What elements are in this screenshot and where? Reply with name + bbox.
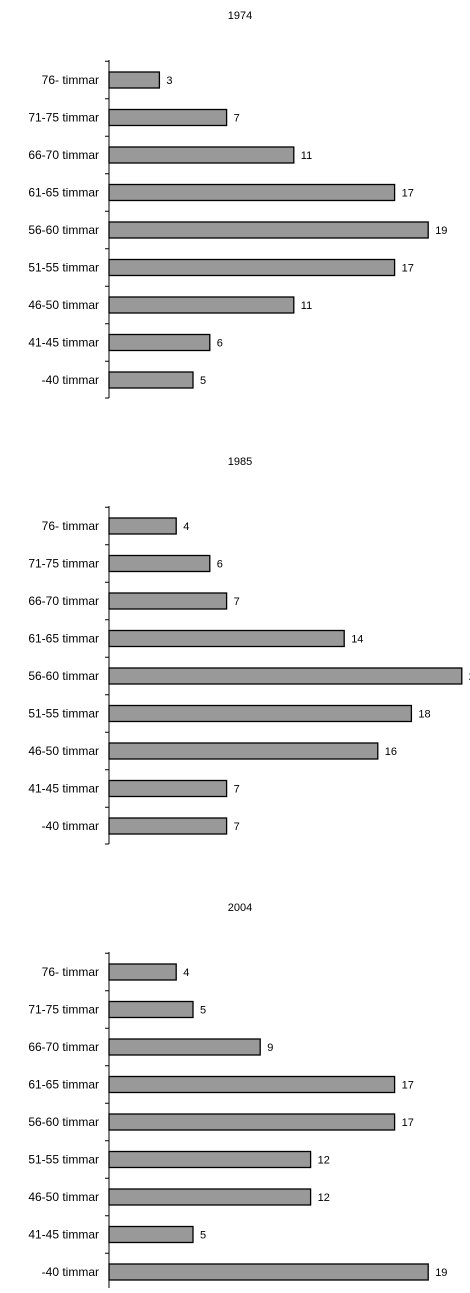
category-label: 41-45 timmar [28, 1228, 99, 1242]
value-label: 17 [402, 188, 414, 200]
bar [108, 333, 211, 352]
value-label: 17 [402, 1080, 414, 1092]
category-label: 56-60 timmar [28, 669, 99, 683]
value-label: 11 [301, 150, 312, 162]
value-label: 4 [183, 967, 189, 979]
bar [108, 183, 396, 202]
value-label: 19 [435, 225, 447, 237]
bar [108, 1225, 194, 1244]
bar [108, 742, 379, 760]
category-label: 66-70 timmar [28, 1040, 99, 1054]
bar [108, 221, 429, 239]
category-label: 51-55 timmar [28, 261, 99, 275]
value-label: 7 [234, 113, 240, 125]
bar [108, 1188, 312, 1206]
category-label: 76- timmar [42, 965, 99, 979]
bar [108, 629, 345, 648]
category-label: 46-50 timmar [28, 298, 99, 312]
value-label: 9 [267, 1042, 273, 1054]
bar [108, 1038, 261, 1056]
bar [108, 592, 228, 610]
chart-1985: 1985 76- timmar 4 71-75 timmar 6 66-70 timmar… [28, 456, 470, 845]
bar [108, 1075, 396, 1094]
category-label: 46-50 timmar [28, 1190, 99, 1204]
category-label: 56-60 timmar [28, 223, 99, 237]
value-label: 19 [435, 1267, 447, 1279]
category-label: -40 timmar [42, 1265, 99, 1279]
value-label: 5 [200, 1005, 206, 1017]
category-label: 61-65 timmar [28, 186, 99, 200]
value-label: 7 [234, 821, 240, 833]
value-label: 5 [200, 375, 206, 387]
value-label: 5 [200, 1230, 206, 1242]
value-label: 12 [318, 1155, 330, 1167]
category-label: 61-65 timmar [28, 1078, 99, 1092]
category-label: 66-70 timmar [28, 148, 99, 162]
category-label: 71-75 timmar [28, 1003, 99, 1017]
category-label: 51-55 timmar [28, 1153, 99, 1167]
category-label: 66-70 timmar [28, 594, 99, 608]
category-label: 56-60 timmar [28, 1115, 99, 1129]
chart-title: 2004 [228, 902, 252, 914]
bar [108, 108, 228, 127]
value-label: 4 [183, 521, 189, 533]
value-label: 7 [234, 784, 240, 796]
category-label: 51-55 timmar [28, 707, 99, 721]
bar [108, 296, 295, 314]
bar [108, 146, 295, 164]
bar [108, 258, 396, 277]
category-label: 46-50 timmar [28, 744, 99, 758]
bar [108, 704, 413, 723]
chart-1974: 1974 76- timmar 3 71-75 timmar 7 66-70 timmar… [28, 10, 447, 399]
category-label: 61-65 timmar [28, 632, 99, 646]
value-label: 14 [351, 634, 363, 646]
bar [108, 817, 228, 835]
category-label: -40 timmar [42, 373, 99, 387]
value-label: 6 [217, 338, 223, 350]
value-label: 16 [385, 746, 397, 758]
bar [108, 779, 228, 798]
value-label: 3 [166, 75, 172, 87]
value-label: 18 [418, 709, 430, 721]
category-label: -40 timmar [42, 819, 99, 833]
category-label: 76- timmar [42, 519, 99, 533]
bar [108, 517, 177, 535]
bar [108, 371, 194, 389]
bar [108, 963, 177, 981]
value-label: 17 [402, 1117, 414, 1129]
value-label: 12 [318, 1192, 330, 1204]
chart-title: 1985 [228, 456, 252, 468]
bar [108, 1000, 194, 1019]
bar [108, 1263, 429, 1281]
bar [108, 554, 211, 573]
bar [108, 667, 463, 685]
bar [108, 1150, 312, 1169]
value-label: 11 [301, 300, 312, 312]
category-label: 41-45 timmar [28, 336, 99, 350]
value-label: 7 [234, 596, 240, 608]
category-label: 71-75 timmar [28, 111, 99, 125]
value-label: 17 [402, 263, 414, 275]
bar [108, 71, 161, 89]
value-label: 21 [469, 671, 470, 683]
category-label: 76- timmar [42, 73, 99, 87]
category-label: 41-45 timmar [28, 782, 99, 796]
chart-title: 1974 [228, 10, 252, 22]
bar [108, 1113, 396, 1131]
category-label: 71-75 timmar [28, 557, 99, 571]
value-label: 6 [217, 559, 223, 571]
chart-2004: 2004 76- timmar 4 71-75 timmar 5 66-70 timmar… [28, 902, 447, 1291]
